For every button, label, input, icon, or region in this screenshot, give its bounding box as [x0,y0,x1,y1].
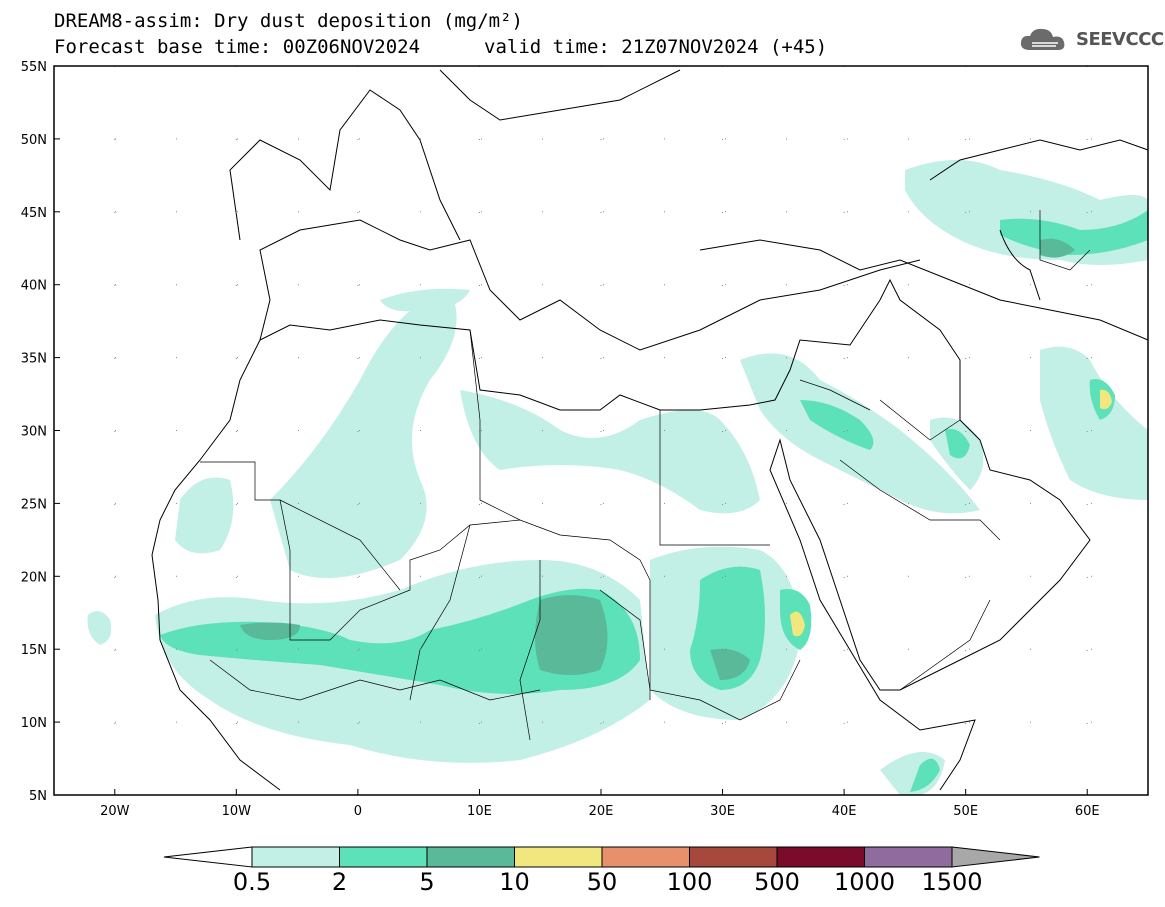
colorbar-label: 1000 [833,868,896,896]
colorbar-label: 100 [666,868,713,896]
country-borders [200,210,1091,741]
map-title: DREAM8-assim: Dry dust deposition (mg/m²… [54,10,523,32]
lat-label: 5N [29,789,47,804]
lon-label: 20E [589,804,614,819]
colorbar-label: 0.5 [232,868,272,896]
longitude-labels: 20W 10W 0 10E 20E 30E 40E 50E 60E [100,789,1100,819]
lon-label: 10E [467,804,492,819]
deposition-field-light [87,160,1148,795]
lat-label: 55N [21,60,47,75]
lon-label: 40E [832,804,857,819]
lat-label: 30N [21,425,47,440]
colorbar-label: 10 [499,868,530,896]
seevccc-logo: SEEVCCC [1018,24,1164,54]
colorbar-swatch [339,846,428,868]
lat-label: 45N [21,206,47,221]
colorbar-swatch [864,846,953,868]
deposition-field-high [790,389,1112,637]
colorbar-swatch [514,846,603,868]
lat-label: 10N [21,716,47,731]
colorbar-swatch [689,846,778,868]
colorbar-label: 1500 [921,868,983,896]
cloud-icon [1020,28,1065,50]
colorbar-swatch [951,846,1040,868]
colorbar-swatch [251,846,340,868]
valid-time: valid time: 21Z07NOV2024 (+45) [484,36,828,58]
lat-label: 25N [21,497,47,512]
colorbar-swatch [776,846,865,868]
latitude-labels: 5N 10N 15N 20N 25N 30N 35N 40N 45N 50N 55N [21,60,60,804]
logo-text: SEEVCCC [1076,28,1164,50]
colorbar-swatch [426,846,515,868]
forecast-base-time: Forecast base time: 00Z06NOV2024 [54,36,421,58]
lon-label: 10W [222,804,252,819]
lon-label: 20W [100,804,130,819]
colorbar-label: 500 [754,868,800,896]
lat-label: 35N [21,352,47,367]
colorbar-label: 2 [331,868,348,896]
lat-label: 40N [21,279,47,294]
lat-label: 20N [21,570,47,585]
lat-label: 50N [21,133,47,148]
colorbar-label: 5 [419,868,435,896]
colorbar-swatch [601,846,690,868]
colorbar-underflow-triangle [163,846,253,868]
coastlines [151,69,1149,791]
lon-label: 0 [354,804,362,819]
colorbar [163,846,1040,868]
colorbar-labels: 0.5 2 5 10 50 100 500 1000 1500 [0,868,1165,898]
colorbar-label: 50 [586,868,618,896]
deposition-field-dark [240,238,1075,680]
lon-label: 60E [1075,804,1100,819]
lon-label: 50E [953,804,978,819]
lon-label: 30E [710,804,735,819]
lat-label: 15N [21,643,47,658]
